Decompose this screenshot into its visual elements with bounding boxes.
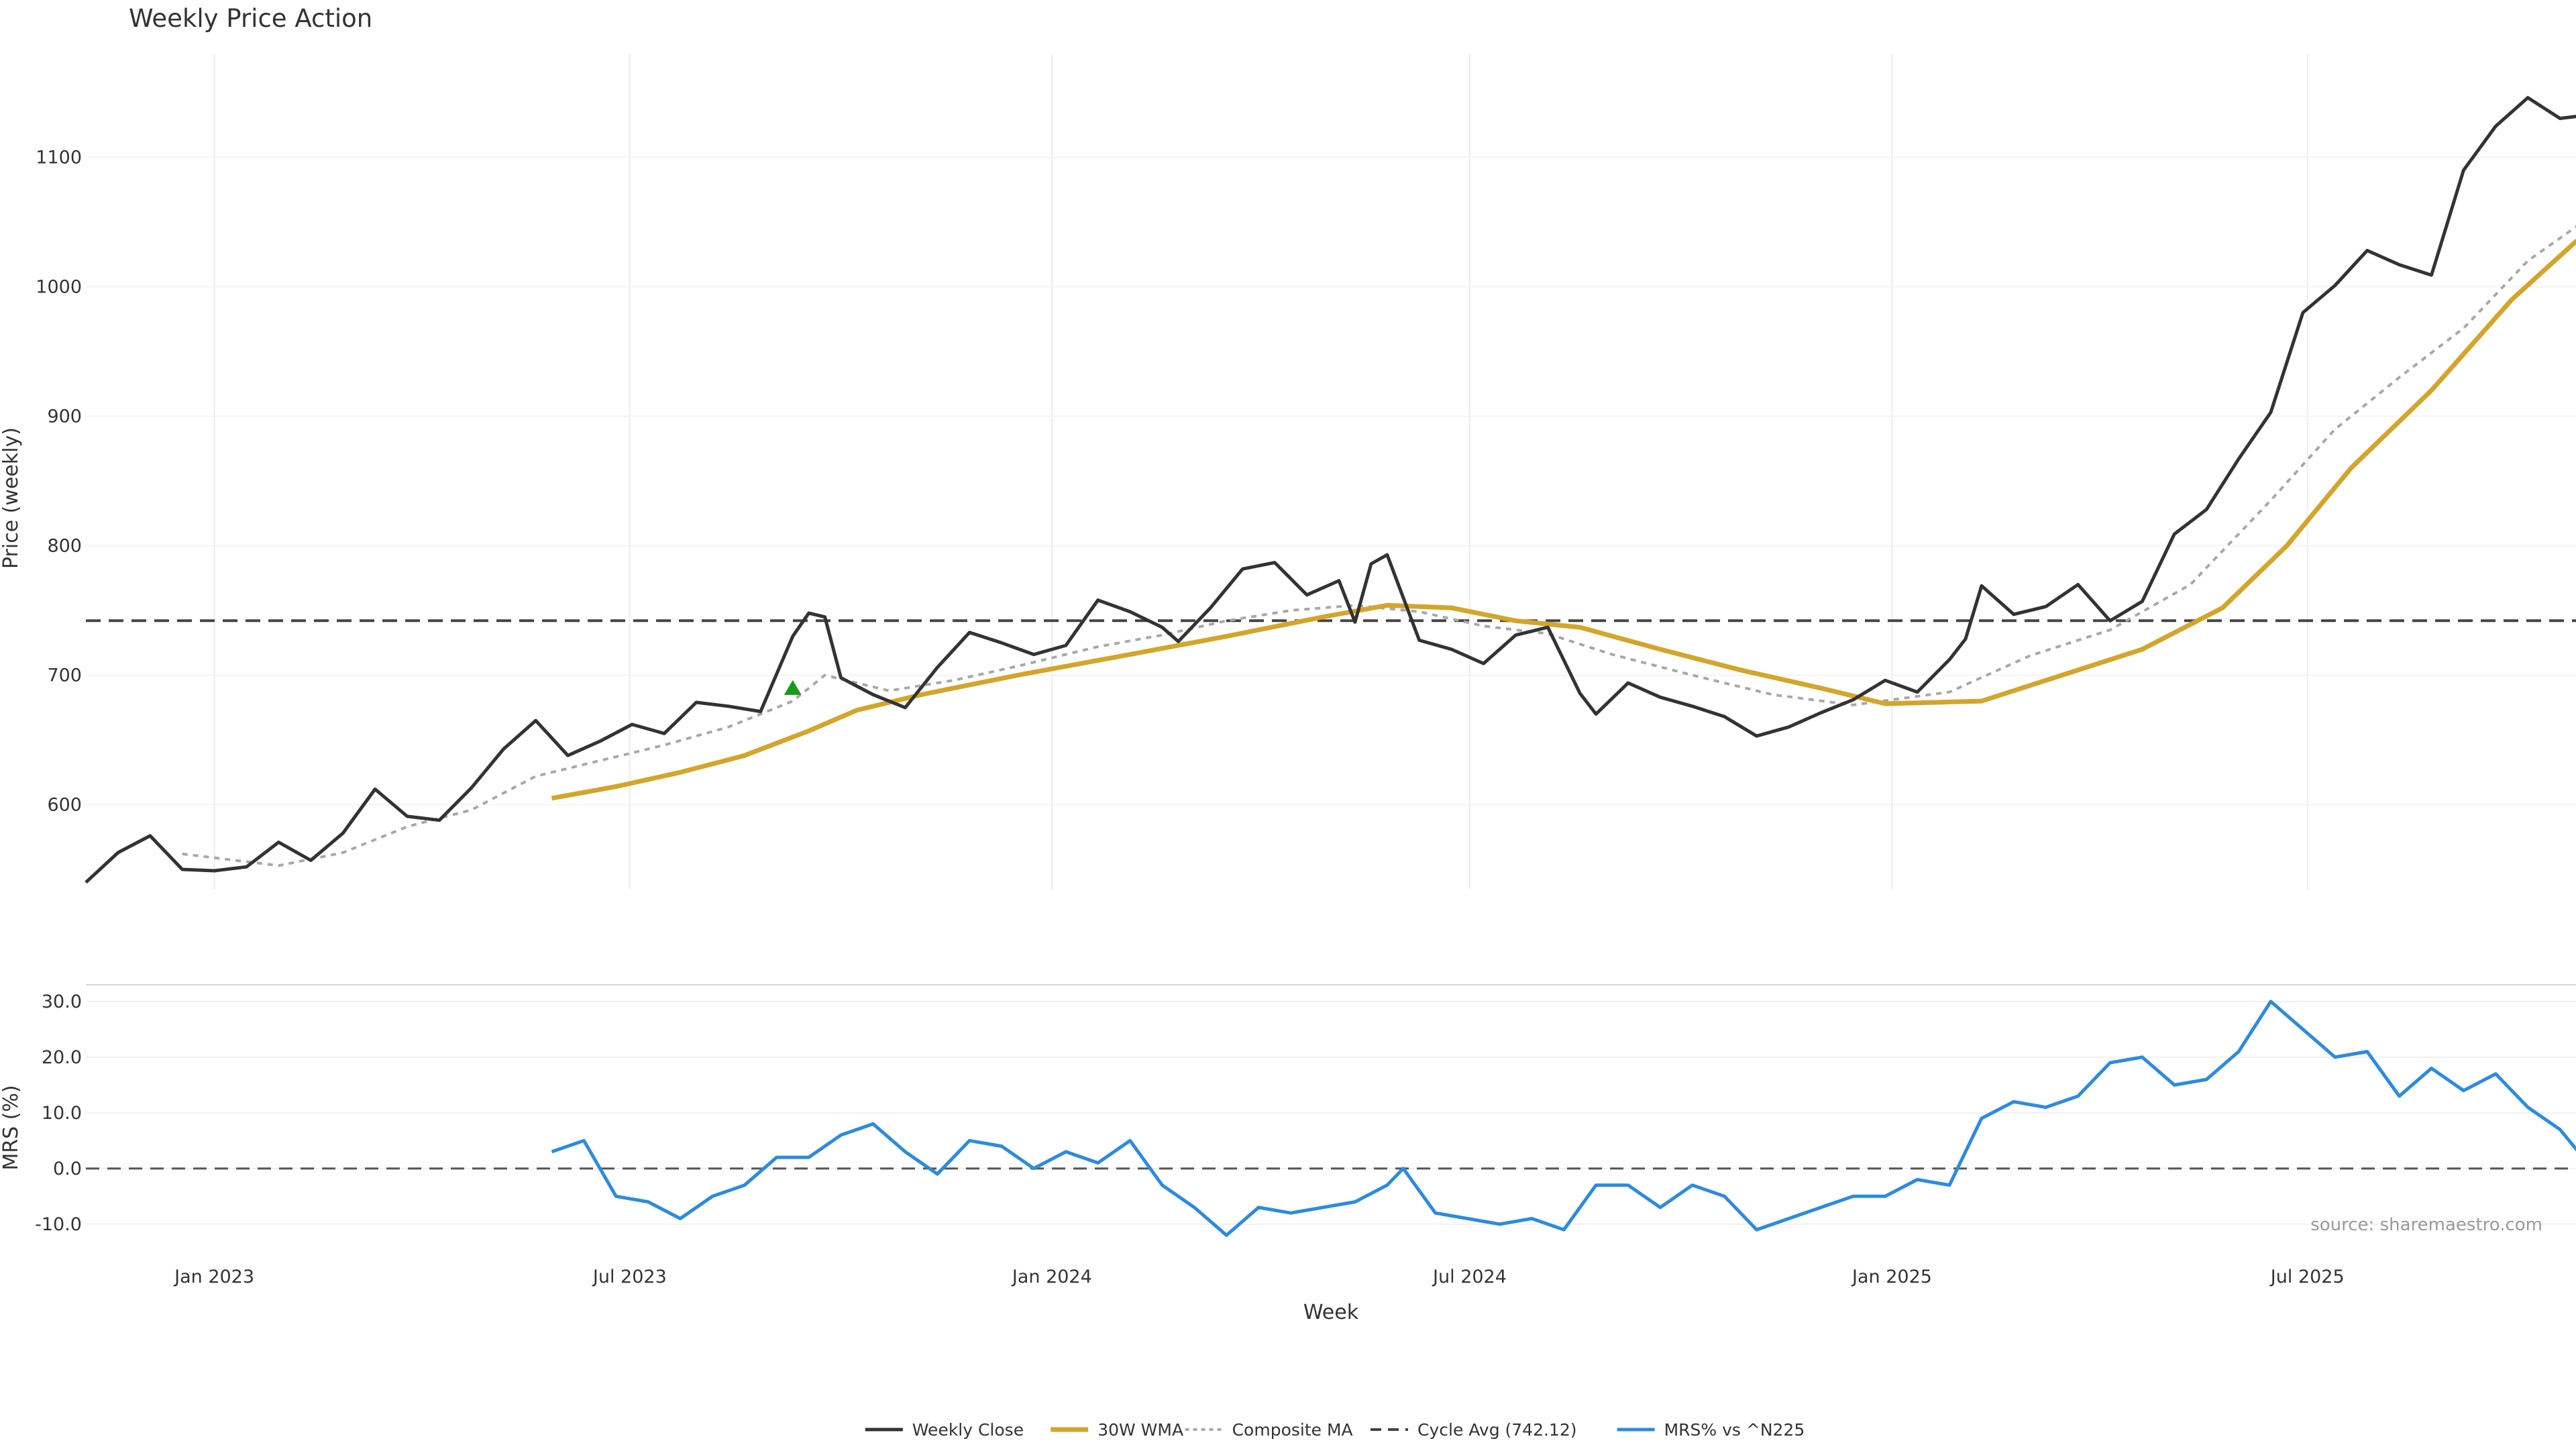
price-y-tick-label: 900 xyxy=(47,406,82,427)
price-y-axis-title: Price (weekly) xyxy=(0,427,23,569)
mrs-y-axis: -10.0 0.0 10.0 20.0 30.0 xyxy=(35,991,82,1235)
mrs-y-tick-label: 0.0 xyxy=(53,1159,82,1179)
price-y-tick-label: 600 xyxy=(47,795,82,816)
price-y-tick-label: 700 xyxy=(47,665,82,686)
x-axis-title: Week xyxy=(1303,1301,1359,1324)
mrs-gridlines xyxy=(86,984,2576,1225)
legend-label-4: MRS% vs ^N225 xyxy=(1664,1420,1805,1440)
composite-ma-line xyxy=(182,225,2576,867)
legend-label-3: Cycle Avg (742.12) xyxy=(1417,1420,1577,1440)
legend-label-0: Weekly Close xyxy=(912,1420,1024,1440)
x-tick-label: Jan 2025 xyxy=(1851,1267,1932,1287)
chart-title: Weekly Price Action xyxy=(129,4,372,33)
mrs-y-tick-label: -10.0 xyxy=(35,1214,82,1235)
legend: Weekly Close 30W WMA Composite MA Cycle Avg… xyxy=(865,1420,1805,1440)
mrs-y-tick-label: 20.0 xyxy=(42,1047,82,1068)
x-tick-label: Jul 2024 xyxy=(1432,1267,1507,1287)
price-y-tick-label: 800 xyxy=(47,535,82,556)
x-tick-label: Jul 2025 xyxy=(2269,1267,2345,1287)
mrs-panel: -10.0 0.0 10.0 20.0 30.0 MRS (%) source: sha… xyxy=(0,984,2576,1237)
x-tick-label: Jan 2024 xyxy=(1011,1267,1092,1287)
mrs-line xyxy=(551,1000,2576,1237)
x-axis: Jan 2023 Jul 2023 Jan 2024 Jul 2024 Jan 2025… xyxy=(173,1267,2345,1287)
x-tick-label: Jan 2023 xyxy=(173,1267,254,1287)
price-y-axis: 600 700 800 900 1000 1100 xyxy=(36,147,82,815)
mrs-y-axis-title: MRS (%) xyxy=(0,1085,23,1170)
price-gridlines xyxy=(86,54,2576,889)
legend-label-1: 30W WMA xyxy=(1097,1420,1183,1440)
price-y-tick-label: 1100 xyxy=(36,147,82,168)
price-series xyxy=(85,96,2576,884)
signal-marker-triangle xyxy=(784,680,802,695)
price-y-tick-label: 1000 xyxy=(36,276,82,297)
legend-label-2: Composite MA xyxy=(1232,1420,1353,1440)
weekly-close-line xyxy=(85,96,2576,884)
x-tick-label: Jul 2023 xyxy=(592,1267,667,1287)
mrs-series xyxy=(86,1000,2576,1237)
mrs-y-tick-label: 10.0 xyxy=(42,1103,82,1124)
mrs-y-tick-label: 30.0 xyxy=(42,991,82,1012)
source-note: source: sharemaestro.com xyxy=(2310,1215,2542,1235)
price-panel: 600 700 800 900 1000 1100 Price (weekly) xyxy=(0,54,2576,889)
wma30-line xyxy=(551,239,2576,801)
